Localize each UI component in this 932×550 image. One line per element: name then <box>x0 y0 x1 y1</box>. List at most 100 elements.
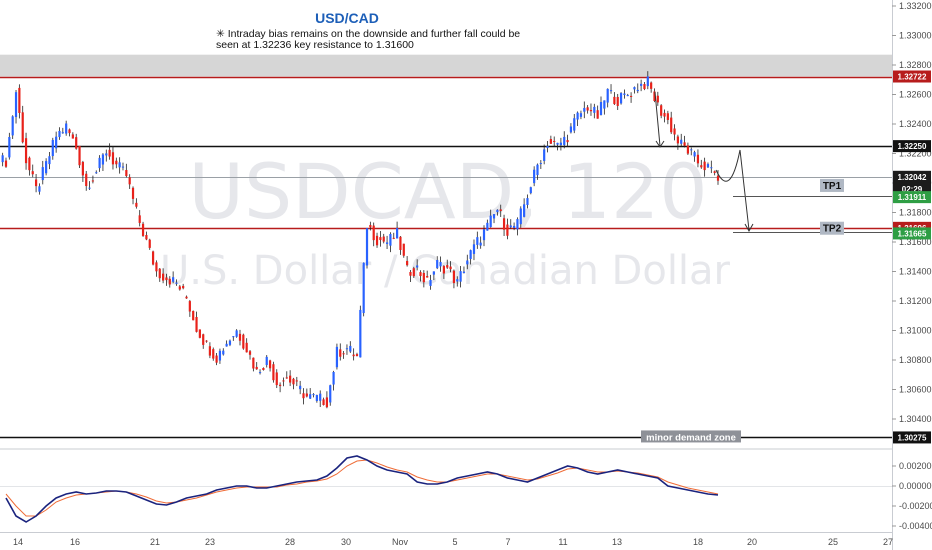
tp-label: TP2 <box>823 224 842 235</box>
tp1-price-tag: 1.31911 <box>898 193 927 202</box>
candle-body <box>339 349 342 357</box>
date-tick-label: 11 <box>558 537 567 547</box>
candle-body <box>422 272 425 283</box>
candle-body <box>31 171 34 175</box>
price-tick-label: 1.30800 <box>899 355 932 365</box>
candle-body <box>656 95 659 103</box>
candle-body <box>409 271 412 276</box>
candle-body <box>369 225 372 228</box>
candle-body <box>529 187 532 194</box>
candle-body <box>365 228 369 266</box>
candle-body <box>305 393 308 397</box>
candle-body <box>215 355 218 363</box>
candle-body <box>563 136 566 146</box>
date-tick-label: 5 <box>452 537 457 547</box>
candle-body <box>121 166 125 168</box>
candle-body <box>546 145 549 148</box>
candle-body <box>395 228 399 239</box>
candle-body <box>412 268 415 277</box>
level-price-tag: 1.32722 <box>898 73 927 82</box>
date-tick-label: Nov <box>392 537 409 547</box>
date-tick-label: 30 <box>341 537 351 547</box>
date-tick-label: 21 <box>150 537 160 547</box>
candle-body <box>345 348 349 350</box>
candle-body <box>175 282 178 284</box>
candle-body <box>482 229 486 241</box>
candle-body <box>416 265 419 268</box>
candle-body <box>238 333 242 341</box>
candle-body <box>292 378 295 385</box>
level-price-tag-box <box>893 431 931 444</box>
candle-body <box>613 96 616 105</box>
candle-body <box>332 371 335 385</box>
candle-body <box>389 234 392 246</box>
candle-body <box>4 160 8 167</box>
price-tick-label: 1.32200 <box>899 149 932 159</box>
candle-body <box>248 351 252 355</box>
candle-body <box>402 243 405 256</box>
candle-body <box>653 91 656 102</box>
candle-body <box>45 161 48 174</box>
candle-body <box>576 112 579 120</box>
candle-body <box>125 170 128 177</box>
candle-body <box>312 394 315 396</box>
indicator-tick-label: -0.00200 <box>899 501 932 511</box>
candle-body <box>58 130 61 138</box>
analysis-note-line2: seen at 1.32236 key resistance to 1.3160… <box>216 39 414 51</box>
candle-body <box>252 357 255 369</box>
level-price-tag-box <box>893 140 931 153</box>
candle-body <box>372 225 375 241</box>
candle-body <box>24 138 28 164</box>
candle-body <box>633 87 636 90</box>
candle-body <box>349 345 352 352</box>
candle-body <box>135 202 138 207</box>
candle-body <box>596 110 599 119</box>
candle-body <box>289 375 292 383</box>
price-tick-label: 1.31000 <box>899 326 932 336</box>
candle-body <box>676 136 679 144</box>
candle-body <box>442 266 445 274</box>
candle-body <box>48 156 51 165</box>
candle-body <box>456 279 459 282</box>
resistance-zone <box>0 54 892 77</box>
candle-body <box>258 372 262 374</box>
candle-body <box>75 137 78 149</box>
candle-body <box>479 242 482 246</box>
indicator-slow-line <box>5 459 719 517</box>
candle-body <box>629 95 633 97</box>
candle-body <box>255 366 258 370</box>
candle-body <box>486 222 489 231</box>
candle-body <box>379 237 382 241</box>
candle-body <box>710 167 713 169</box>
candle-body <box>212 349 215 359</box>
watermark-name: U.S. Dollar / Canadian Dollar <box>160 248 731 294</box>
candle-body <box>519 208 522 225</box>
candle-body <box>436 259 439 269</box>
candle-body <box>299 385 302 390</box>
candle-body <box>573 118 576 131</box>
candle-body <box>148 239 151 248</box>
tp1-price-tag-box <box>893 191 931 204</box>
candle-body <box>523 204 526 217</box>
candle-body <box>228 340 232 345</box>
price-tick-label: 1.31600 <box>899 237 932 247</box>
candle-body <box>279 384 282 387</box>
candle-body <box>446 265 449 268</box>
candle-body <box>606 88 609 103</box>
candle-body <box>703 161 706 171</box>
candle-body <box>222 350 225 355</box>
indicator-tick-label: -0.00400 <box>899 521 932 531</box>
date-tick-label: 7 <box>505 537 510 547</box>
candle-body <box>282 380 285 382</box>
candle-body <box>680 139 683 144</box>
price-tick-label: 1.32600 <box>899 90 932 100</box>
candle-body <box>660 105 663 116</box>
candle-body <box>225 343 228 347</box>
candle-body <box>235 330 238 337</box>
demand-zone-label-box <box>641 430 741 443</box>
candle-body <box>429 279 432 286</box>
candle-body <box>208 346 212 356</box>
candle-body <box>268 360 272 369</box>
candle-body <box>382 236 385 242</box>
